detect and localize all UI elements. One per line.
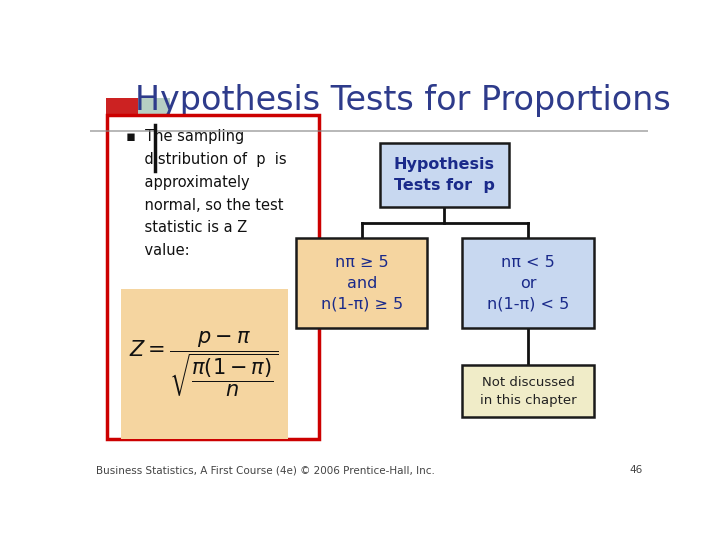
FancyBboxPatch shape — [106, 98, 138, 129]
FancyBboxPatch shape — [462, 238, 593, 328]
Text: Not discussed
in this chapter: Not discussed in this chapter — [480, 376, 576, 407]
FancyBboxPatch shape — [107, 114, 319, 439]
FancyBboxPatch shape — [462, 365, 593, 417]
Text: ▪  The sampling
    distribution of  p  is
    approximately
    normal, so the : ▪ The sampling distribution of p is appr… — [126, 129, 287, 258]
Text: nπ < 5
or
n(1-π) < 5: nπ < 5 or n(1-π) < 5 — [487, 254, 569, 312]
Text: nπ ≥ 5
and
n(1-π) ≥ 5: nπ ≥ 5 and n(1-π) ≥ 5 — [320, 254, 402, 312]
Text: 46: 46 — [629, 465, 642, 475]
FancyBboxPatch shape — [380, 143, 508, 207]
FancyBboxPatch shape — [296, 238, 427, 328]
FancyBboxPatch shape — [106, 129, 138, 160]
Text: Business Statistics, A First Course (4e) © 2006 Prentice-Hall, Inc.: Business Statistics, A First Course (4e)… — [96, 465, 434, 475]
Text: $Z = \dfrac{p - \pi}{\sqrt{\dfrac{\pi(1-\pi)}{n}}}$: $Z = \dfrac{p - \pi}{\sqrt{\dfrac{\pi(1-… — [130, 329, 279, 399]
Text: Hypothesis Tests for Proportions: Hypothesis Tests for Proportions — [135, 84, 670, 117]
FancyBboxPatch shape — [121, 289, 288, 439]
FancyBboxPatch shape — [138, 98, 171, 129]
FancyBboxPatch shape — [138, 148, 171, 160]
Text: Hypothesis
Tests for  p: Hypothesis Tests for p — [394, 157, 495, 193]
